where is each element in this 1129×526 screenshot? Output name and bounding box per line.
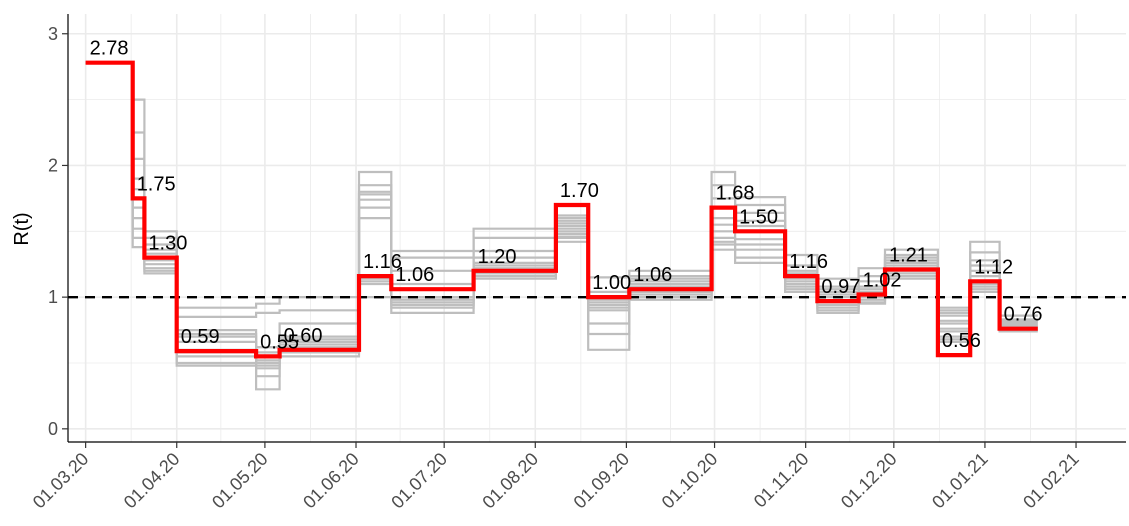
data-label: 1.75 (137, 173, 176, 195)
data-label: 1.00 (592, 272, 631, 294)
data-label: 1.30 (148, 233, 187, 255)
x-tick-label: 01.02.21 (1019, 449, 1083, 513)
x-tick-label: 01.08.20 (478, 449, 542, 513)
data-label: 1.16 (363, 251, 402, 273)
y-axis-ticks: 0 1 2 3 (48, 24, 68, 439)
data-label: 0.76 (1004, 304, 1043, 326)
simulation-line (85, 61, 1038, 317)
major-gridlines (68, 14, 1126, 442)
data-label: 1.20 (478, 246, 517, 268)
data-labels: 2.781.751.300.59 0.550.601.161.061.201.70… (90, 38, 1043, 354)
x-tick-label: 01.03.20 (29, 449, 93, 513)
x-tick-label: 01.11.20 (750, 449, 813, 512)
data-label: 0.55 (260, 331, 299, 353)
data-label: 0.59 (181, 326, 220, 348)
x-tick-label: 01.05.20 (208, 449, 272, 513)
estimate-series (85, 60, 1038, 359)
y-tick-label: 0 (48, 419, 58, 439)
minor-gridlines (68, 14, 1126, 442)
x-tick-label: 01.07.20 (387, 449, 451, 513)
data-label: 0.60 (284, 325, 323, 347)
simulation-series (85, 61, 1038, 391)
simulation-line (85, 61, 1038, 367)
data-label: 1.70 (560, 180, 599, 202)
x-tick-label: 01.10.20 (658, 449, 722, 513)
y-axis-title: R(t) (11, 212, 33, 245)
x-axis-ticks: 01.03.20 01.04.20 01.05.20 01.06.20 01.07.20… (29, 442, 1083, 512)
data-label: 1.12 (974, 256, 1013, 278)
data-label: 1.68 (716, 183, 755, 205)
data-label: 1.06 (395, 264, 434, 286)
y-tick-label: 1 (48, 287, 58, 307)
estimate-line (85, 60, 1038, 359)
data-label: 1.02 (863, 270, 902, 292)
data-label: 1.50 (739, 206, 778, 228)
x-tick-label: 01.01.21 (928, 449, 992, 513)
data-label: 1.06 (633, 264, 672, 286)
simulation-line (85, 61, 1038, 358)
simulation-line (85, 61, 1038, 391)
data-label: 0.56 (942, 330, 981, 352)
x-tick-label: 01.09.20 (570, 449, 634, 513)
x-tick-label: 01.06.20 (299, 449, 363, 513)
data-label: 2.78 (90, 38, 129, 60)
simulation-line (85, 61, 1038, 362)
y-tick-label: 3 (48, 24, 58, 44)
x-tick-label: 01.04.20 (120, 449, 184, 513)
data-label: 1.16 (789, 251, 828, 273)
y-tick-label: 2 (48, 155, 58, 175)
simulation-line (85, 61, 1038, 354)
data-label: 1.21 (889, 245, 928, 267)
data-label: 0.97 (821, 276, 860, 298)
x-tick-label: 01.12.20 (837, 449, 901, 513)
simulation-line (85, 61, 1038, 321)
axes (67, 14, 1126, 443)
